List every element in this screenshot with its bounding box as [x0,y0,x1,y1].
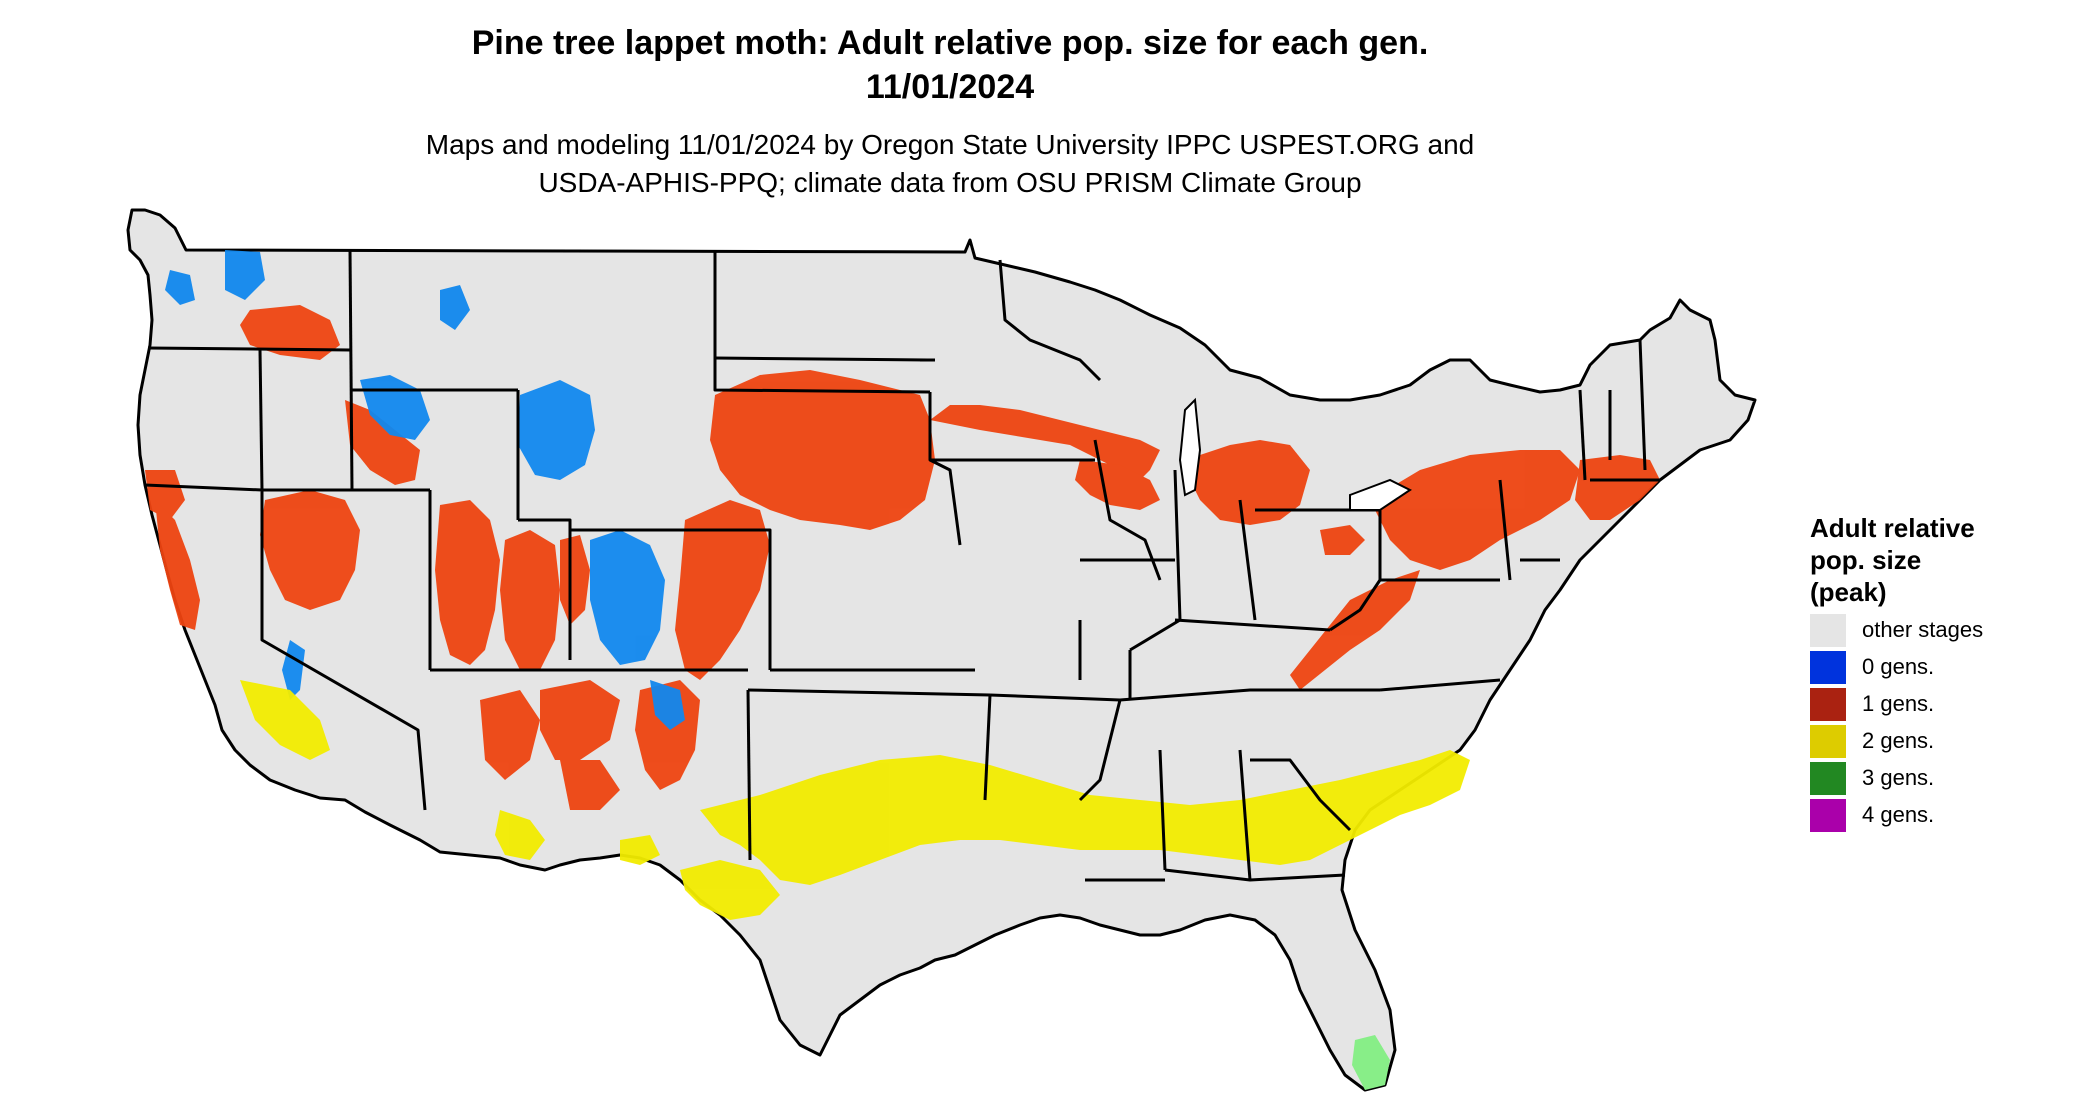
legend-label: 4 gens. [1862,802,1935,827]
legend-item-2-gens: 2 gens. [1810,725,2090,758]
three-gen-regions [1352,1035,1390,1090]
legend-title-line: pop. size [1810,545,1922,575]
legend-swatch [1810,725,1846,758]
legend-label: 1 gens. [1862,691,1935,716]
great-lakes [1178,397,1412,511]
legend-item-4-gens: 4 gens. [1810,799,2090,832]
legend-title-line: Adult relative [1810,513,1975,543]
legend-item-3-gens: 3 gens. [1810,762,2090,795]
legend-swatch [1810,651,1846,684]
legend-item-other-stages: other stages [1810,614,2090,647]
map-subtitle-line1: Maps and modeling 11/01/2024 by Oregon S… [425,129,1475,160]
legend-item-0-gens: 0 gens. [1810,651,2090,684]
map-title: Pine tree lappet moth: Adult relative po… [471,24,1429,62]
legend-swatch [1810,762,1846,795]
legend-label: other stages [1862,617,1984,642]
one-gen-regions [145,305,1660,810]
legend-title: Adult relative pop. size (peak) [1810,512,2070,608]
legend-swatch [1810,614,1846,647]
us-outline [126,208,1757,1092]
legend-label: 2 gens. [1862,728,1935,753]
legend-swatch [1810,799,1846,832]
two-gen-regions [240,680,1470,920]
legend-title-line: (peak) [1810,577,1887,607]
legend-label: 3 gens. [1862,765,1935,790]
legend-swatch [1810,688,1846,721]
legend-label: 0 gens. [1862,654,1935,679]
map-subtitle-line2: USDA-APHIS-PPQ; climate data from OSU PR… [538,167,1362,198]
state-borders [144,249,1660,882]
map-date: 11/01/2024 [865,68,1035,106]
legend-item-1-gens: 1 gens. [1810,688,2090,721]
